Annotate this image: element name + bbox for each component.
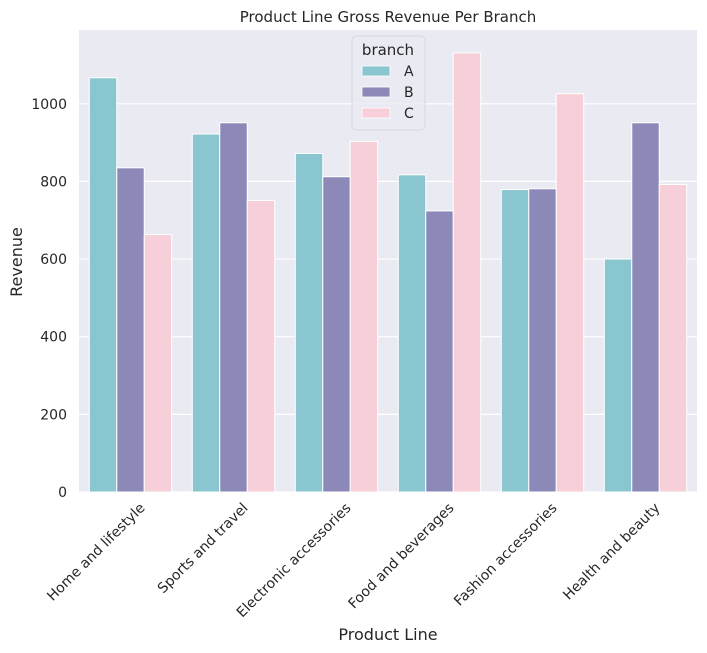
bar-B-2: [322, 176, 351, 493]
bar-B-0: [116, 167, 145, 493]
legend-title: branch: [362, 41, 414, 59]
y-tick-label: 200: [40, 407, 67, 423]
bar-C-1: [246, 199, 276, 493]
y-tick-label: 1000: [31, 97, 67, 113]
bar-A-1: [191, 133, 221, 493]
x-tick-label: Sports and travel: [155, 500, 252, 597]
bars-layer: [88, 52, 688, 493]
bar-A-4: [500, 189, 530, 493]
bar-A-5: [603, 258, 633, 493]
bar-C-2: [349, 140, 379, 493]
bar-B-1: [219, 122, 248, 493]
legend-label-A: A: [404, 64, 414, 80]
y-tick-label: 400: [40, 330, 67, 346]
x-tick-label: Fashion accessories: [451, 500, 560, 609]
chart-title: Product Line Gross Revenue Per Branch: [240, 8, 536, 26]
legend-label-B: B: [404, 85, 414, 101]
legend-items: ABC: [361, 64, 414, 122]
x-tick-label: Electronic accessories: [234, 500, 355, 621]
legend: branch ABC: [351, 35, 426, 131]
bar-A-2: [294, 152, 324, 493]
y-axis-label: Revenue: [7, 227, 26, 297]
legend-label-C: C: [404, 106, 414, 122]
bar-C-3: [452, 52, 482, 493]
bar-B-4: [528, 188, 557, 493]
bar-A-3: [397, 174, 427, 493]
y-tick-label: 0: [58, 485, 67, 501]
bar-B-5: [631, 122, 660, 493]
bar-C-0: [143, 234, 173, 493]
x-tick-label: Health and beauty: [560, 500, 663, 603]
legend-box: [351, 35, 426, 131]
bar-C-4: [555, 93, 585, 493]
bar-A-0: [88, 77, 118, 493]
y-tick-label: 800: [40, 174, 67, 190]
bar-C-5: [658, 184, 688, 493]
y-tick-label: 600: [40, 252, 67, 268]
legend-swatch-C: [361, 107, 391, 119]
legend-swatch-B: [361, 86, 391, 98]
x-tick-label: Food and beverages: [346, 500, 458, 612]
x-tick-label: Home and lifestyle: [44, 500, 148, 604]
bar-B-3: [425, 210, 454, 493]
x-axis-label: Product Line: [338, 625, 437, 644]
legend-swatch-A: [361, 65, 391, 77]
